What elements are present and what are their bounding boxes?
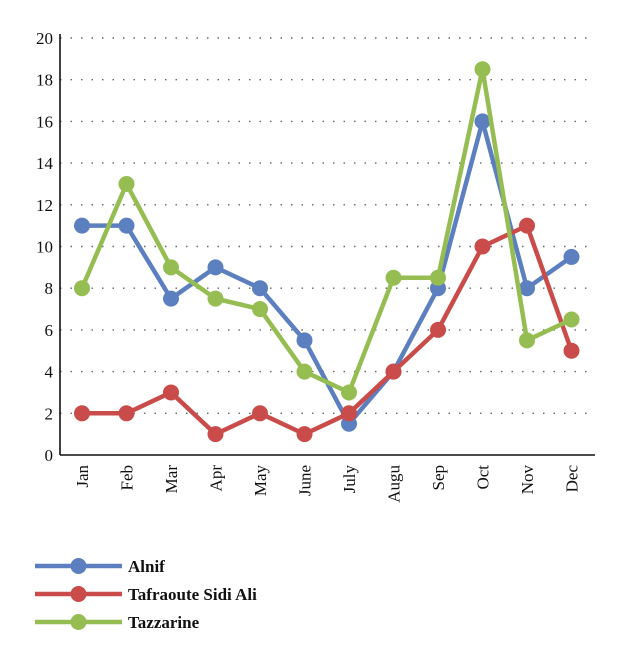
legend-label: Tafraoute Sidi Ali — [128, 585, 257, 604]
x-tick-label-oct: Oct — [474, 465, 493, 490]
y-tick-label-8: 8 — [45, 279, 54, 298]
legend: Alnif Tafraoute Sidi Ali Tazzarine — [35, 557, 257, 632]
axes — [59, 34, 595, 456]
legend-label: Tazzarine — [128, 613, 200, 632]
x-tick-label-dec: Dec — [563, 465, 582, 493]
data-point-augu — [385, 363, 402, 380]
legend-item-tazzarine: Tazzarine — [35, 613, 200, 632]
series-tafraoute-sidi-ali — [74, 217, 580, 443]
gridlines — [60, 37, 595, 414]
data-point-sep — [430, 321, 446, 338]
y-axis-tick-labels: 0 2 4 6 8 10 12 14 16 18 20 — [36, 29, 54, 465]
x-tick-label-jan: Jan — [73, 465, 92, 488]
y-tick-label-14: 14 — [36, 154, 54, 173]
series-lines — [74, 61, 580, 443]
data-point-may — [252, 280, 268, 297]
y-tick-label-10: 10 — [36, 238, 53, 257]
data-point-jan — [74, 280, 90, 297]
data-point-june — [296, 363, 313, 380]
x-tick-label-may: May — [251, 465, 270, 497]
data-point-mar — [163, 259, 179, 276]
legend-swatch-marker — [70, 558, 87, 574]
data-point-feb — [118, 175, 135, 192]
data-point-jan — [74, 405, 90, 422]
data-point-sep — [430, 269, 446, 286]
data-point-oct — [474, 61, 491, 78]
data-point-may — [252, 405, 268, 422]
x-axis-tick-labels: Jan Feb Mar Apr May June July Augu Sep Oct Nov Dec — [73, 465, 582, 503]
y-tick-label-2: 2 — [45, 404, 54, 423]
y-tick-label-12: 12 — [36, 196, 53, 215]
y-tick-label-6: 6 — [45, 321, 54, 340]
x-tick-label-sep: Sep — [429, 465, 448, 491]
data-point-dec — [563, 311, 580, 328]
x-tick-label-nov: Nov — [518, 465, 537, 495]
data-point-nov — [519, 280, 535, 297]
data-point-may — [252, 301, 268, 318]
data-point-oct — [474, 113, 491, 130]
data-point-nov — [519, 217, 535, 234]
x-tick-label-june: June — [296, 465, 315, 496]
data-point-mar — [163, 290, 179, 307]
x-tick-label-apr: Apr — [207, 465, 226, 492]
data-point-apr — [207, 290, 224, 307]
x-tick-label-july: July — [340, 465, 359, 494]
legend-item-alnif: Alnif — [35, 557, 165, 576]
data-point-june — [296, 332, 313, 349]
x-tick-label-augu: Augu — [385, 465, 404, 503]
series-line — [79, 223, 574, 437]
x-tick-label-mar: Mar — [162, 465, 181, 494]
data-point-apr — [207, 426, 224, 443]
y-tick-label-20: 20 — [36, 29, 53, 48]
x-tick-label-feb: Feb — [118, 465, 137, 491]
data-point-feb — [118, 405, 135, 422]
series-line — [79, 67, 574, 395]
y-tick-label-18: 18 — [36, 71, 53, 90]
data-point-augu — [385, 269, 402, 286]
data-point-dec — [563, 248, 580, 265]
legend-label: Alnif — [128, 557, 165, 576]
data-point-mar — [163, 384, 179, 401]
y-tick-label-0: 0 — [45, 446, 54, 465]
data-point-jan — [74, 217, 90, 234]
data-point-feb — [118, 217, 135, 234]
data-point-oct — [474, 238, 491, 255]
data-point-nov — [519, 332, 535, 349]
data-point-june — [296, 426, 313, 443]
series-tazzarine — [74, 61, 580, 401]
y-tick-label-16: 16 — [36, 112, 53, 131]
legend-swatch-marker — [70, 586, 87, 602]
data-point-dec — [563, 342, 580, 359]
data-point-apr — [207, 259, 224, 276]
y-tick-label-4: 4 — [45, 363, 54, 382]
data-point-july — [341, 384, 357, 401]
data-point-july — [341, 405, 357, 422]
legend-item-tafraoute-sidi-ali: Tafraoute Sidi Ali — [35, 585, 257, 604]
legend-swatch-marker — [70, 614, 87, 630]
